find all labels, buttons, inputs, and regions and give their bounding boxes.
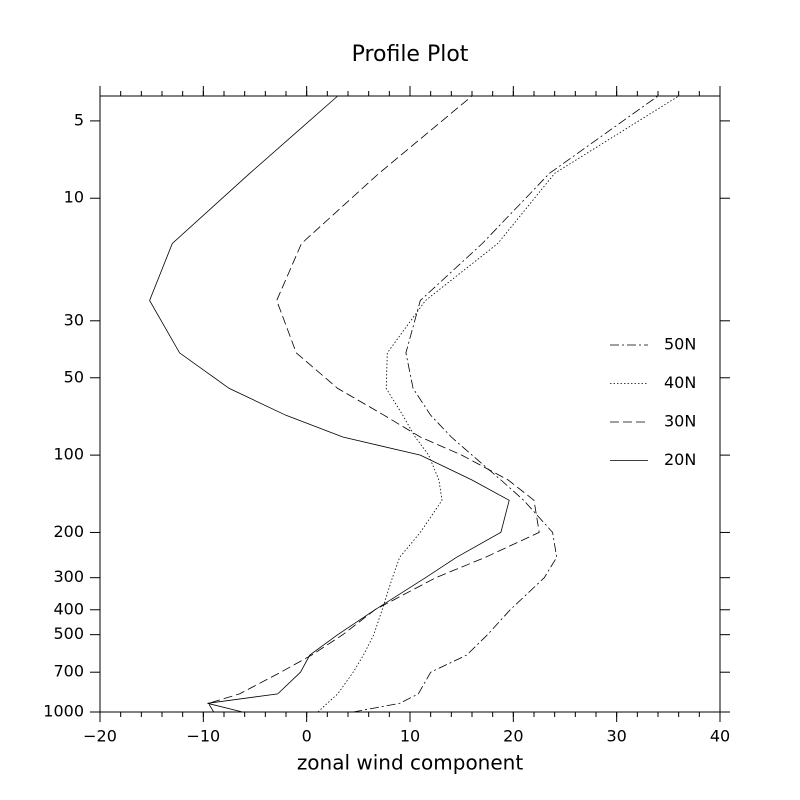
chart-title: Profile Plot [352, 42, 469, 67]
y-tick-label: 100 [53, 445, 84, 464]
y-tick-label: 700 [53, 662, 84, 681]
y-tick-label: 1000 [43, 702, 84, 721]
legend-label: 20N [664, 450, 696, 469]
x-tick-label: −20 [83, 727, 117, 746]
x-tick-label: 0 [302, 727, 312, 746]
legend-label: 40N [664, 373, 696, 392]
x-tick-label: 10 [400, 727, 420, 746]
x-tick-label: 30 [606, 727, 626, 746]
y-tick-label: 300 [53, 567, 84, 586]
y-tick-label: 30 [64, 310, 84, 329]
y-tick-label: 10 [64, 188, 84, 207]
profile-line [149, 95, 510, 713]
x-axis-title: zonal wind component [297, 751, 524, 775]
y-tick-label: 400 [53, 599, 84, 618]
profile-line [317, 95, 679, 713]
x-tick-label: 40 [710, 727, 730, 746]
legend-label: 30N [664, 412, 696, 431]
plot-frame [99, 95, 721, 713]
profile-line [353, 95, 659, 713]
profile-line [207, 95, 540, 713]
x-tick-label: 20 [503, 727, 523, 746]
y-tick-label: 200 [53, 522, 84, 541]
x-tick-label: −10 [186, 727, 220, 746]
y-tick-label: 5 [74, 110, 84, 129]
y-tick-label: 500 [53, 624, 84, 643]
y-tick-label: 50 [64, 367, 84, 386]
legend-label: 50N [664, 335, 696, 354]
